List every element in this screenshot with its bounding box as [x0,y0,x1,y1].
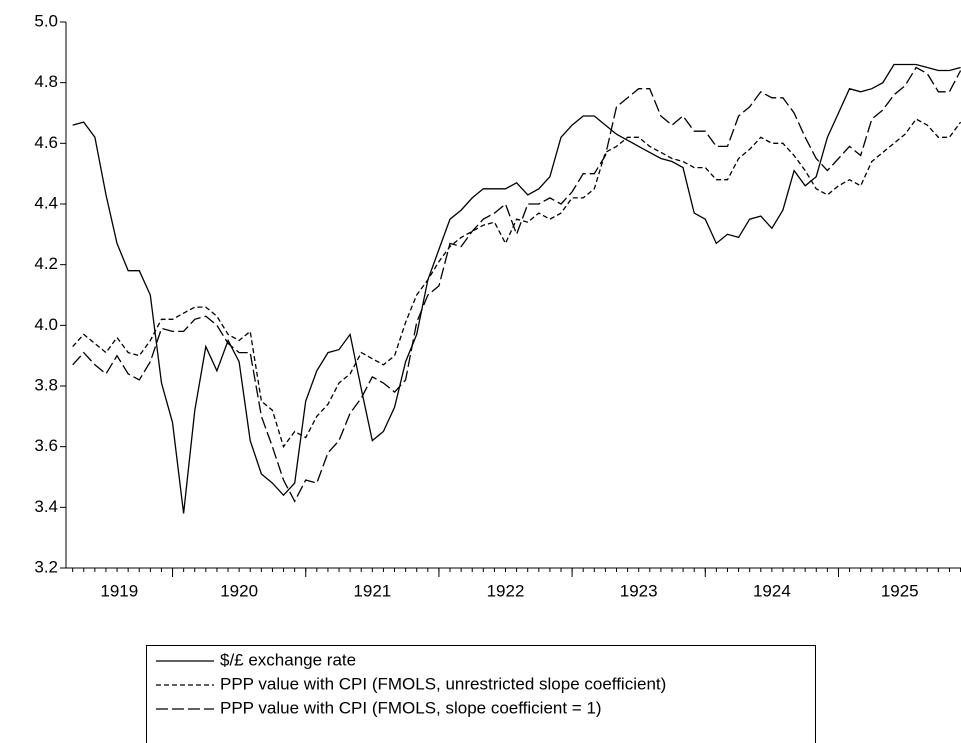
x-tick-label: 1925 [881,581,919,600]
series-line [72,66,961,503]
y-tick-label: 4.4 [34,193,58,212]
x-tick-label: 1920 [220,581,258,600]
y-tick-label: 3.6 [34,436,58,455]
x-tick-label: 1924 [753,581,791,600]
y-tick-label: 3.4 [34,497,58,516]
x-tick-label: 1919 [100,581,138,600]
x-tick-label: 1922 [487,581,525,600]
y-tick-label: 5.0 [34,11,58,30]
series-line [72,63,961,514]
y-tick-label: 3.8 [34,375,58,394]
y-tick-label: 3.2 [34,557,58,576]
series-line [72,118,961,449]
legend-label: PPP value with CPI (FMOLS, slope coeffic… [220,698,602,717]
y-tick-label: 4.6 [34,133,58,152]
legend-label: PPP value with CPI (FMOLS, unrestricted … [220,674,666,693]
legend-label: $/£ exchange rate [220,650,356,669]
x-tick-label: 1923 [620,581,658,600]
y-tick-label: 4.2 [34,254,58,273]
y-tick-label: 4.8 [34,72,58,91]
legend-box [146,645,816,743]
y-tick-label: 4.0 [34,315,58,334]
x-tick-label: 1921 [353,581,391,600]
